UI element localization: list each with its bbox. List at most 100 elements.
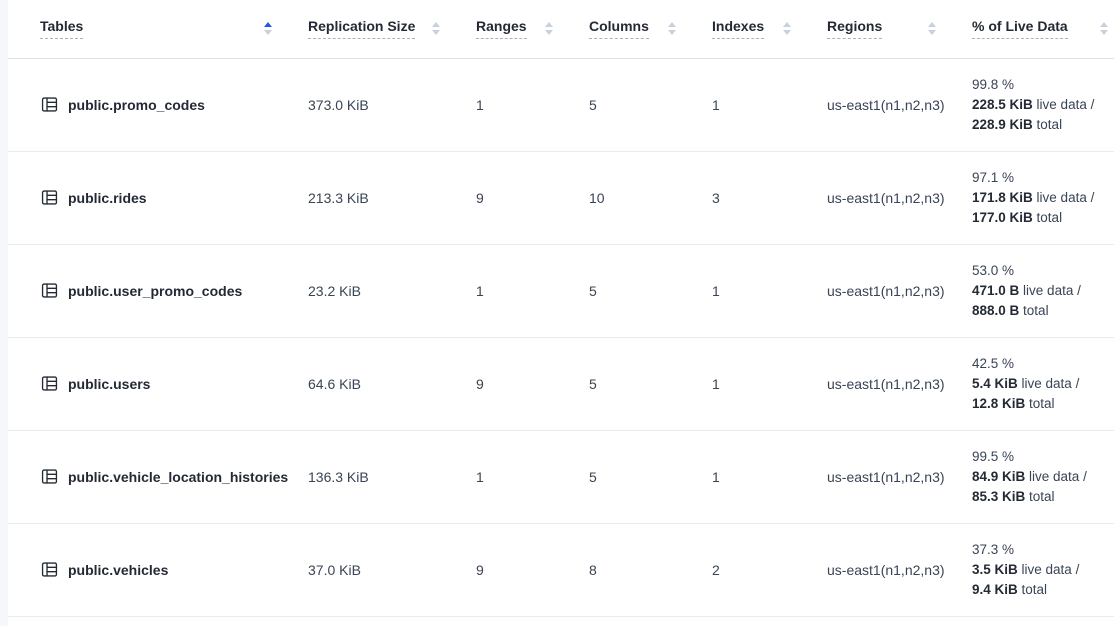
cell-ranges: 9 — [446, 337, 559, 431]
total-data-size: 85.3 KiB total — [972, 488, 1055, 504]
column-header-label: % of Live Data — [972, 18, 1068, 40]
cell-indexes: 1 — [682, 430, 797, 524]
table-icon — [40, 95, 59, 114]
cell-live-data: 99.5 % 84.9 KiB live data / 85.3 KiB tot… — [942, 430, 1114, 524]
cell-regions: us-east1(n1,n2,n3) — [797, 151, 945, 245]
cell-regions: us-east1(n1,n2,n3) — [797, 523, 945, 617]
cell-indexes: 2 — [682, 523, 797, 617]
table-row: public.promo_codes 373.0 KiB 1 5 1 us-ea… — [8, 58, 1114, 152]
table-icon — [40, 188, 59, 207]
total-data-size: 228.9 KiB total — [972, 116, 1063, 132]
cell-columns: 10 — [559, 151, 682, 245]
table-icon — [40, 560, 59, 579]
page-gutter — [0, 0, 8, 626]
cell-indexes: 1 — [682, 244, 797, 338]
live-data-percent: 97.1 % — [972, 169, 1015, 185]
cell-table-name: public.vehicle_location_histories — [8, 430, 288, 524]
live-data-percent: 99.5 % — [972, 448, 1015, 464]
table-row: public.rides 213.3 KiB 9 10 3 us-east1(n… — [8, 151, 1114, 245]
live-data-size: 171.8 KiB live data / — [972, 189, 1095, 205]
cell-table-name: public.promo_codes — [8, 58, 278, 152]
cell-columns: 5 — [559, 244, 682, 338]
cell-ranges: 9 — [446, 151, 559, 245]
tables-data-table: Tables Replication Size Ranges — [8, 0, 1114, 617]
cell-columns: 5 — [559, 337, 682, 431]
cell-columns: 5 — [559, 58, 682, 152]
total-data-size: 12.8 KiB total — [972, 395, 1055, 411]
column-header-label: Replication Size — [308, 18, 416, 40]
cell-live-data: 53.0 % 471.0 B live data / 888.0 B total — [942, 244, 1114, 338]
table-row: public.vehicles 37.0 KiB 9 8 2 us-east1(… — [8, 523, 1114, 617]
live-data-percent: 53.0 % — [972, 262, 1015, 278]
table-icon — [40, 281, 59, 300]
cell-live-data: 97.1 % 171.8 KiB live data / 177.0 KiB t… — [942, 151, 1114, 245]
cell-replication-size: 64.6 KiB — [278, 337, 446, 431]
column-header-label: Columns — [589, 18, 649, 40]
column-header-label: Tables — [40, 18, 84, 40]
cell-table-name: public.user_promo_codes — [8, 244, 278, 338]
cell-indexes: 1 — [682, 58, 797, 152]
cell-ranges: 1 — [446, 58, 559, 152]
cell-regions: us-east1(n1,n2,n3) — [797, 244, 945, 338]
cell-table-name: public.users — [8, 337, 278, 431]
table-header-row: Tables Replication Size Ranges — [8, 0, 1114, 59]
column-header-indexes[interactable]: Indexes — [682, 0, 797, 59]
column-header-columns[interactable]: Columns — [559, 0, 682, 59]
live-data-percent: 99.8 % — [972, 76, 1015, 92]
cell-regions: us-east1(n1,n2,n3) — [797, 58, 945, 152]
cell-table-name: public.rides — [8, 151, 278, 245]
live-data-size: 228.5 KiB live data / — [972, 96, 1095, 112]
column-header-replication-size[interactable]: Replication Size — [278, 0, 446, 59]
sort-icon — [1100, 22, 1108, 36]
column-header-label: Regions — [827, 18, 883, 40]
cell-replication-size: 23.2 KiB — [278, 244, 446, 338]
cell-ranges: 9 — [446, 523, 559, 617]
total-data-size: 9.4 KiB total — [972, 581, 1048, 597]
table-name-link[interactable]: public.user_promo_codes — [68, 282, 243, 299]
table-name-link[interactable]: public.rides — [68, 189, 147, 206]
column-header-tables[interactable]: Tables — [8, 0, 278, 59]
table-row: public.vehicle_location_histories 136.3 … — [8, 430, 1114, 524]
table-name-link[interactable]: public.vehicle_location_histories — [68, 468, 289, 485]
table-icon — [40, 374, 59, 393]
live-data-percent: 42.5 % — [972, 355, 1015, 371]
table-body: public.promo_codes 373.0 KiB 1 5 1 us-ea… — [8, 58, 1114, 617]
table-row: public.user_promo_codes 23.2 KiB 1 5 1 u… — [8, 244, 1114, 338]
total-data-size: 177.0 KiB total — [972, 209, 1063, 225]
total-data-size: 888.0 B total — [972, 302, 1049, 318]
table-name-link[interactable]: public.promo_codes — [68, 96, 205, 113]
cell-indexes: 1 — [682, 337, 797, 431]
tables-list: Tables Replication Size Ranges — [8, 0, 1114, 617]
cell-live-data: 37.3 % 3.5 KiB live data / 9.4 KiB total — [942, 523, 1114, 617]
live-data-size: 5.4 KiB live data / — [972, 375, 1080, 391]
live-data-size: 3.5 KiB live data / — [972, 561, 1080, 577]
column-header-regions[interactable]: Regions — [797, 0, 942, 59]
cell-regions: us-east1(n1,n2,n3) — [797, 337, 945, 431]
cell-columns: 8 — [559, 523, 682, 617]
table-icon — [40, 467, 59, 486]
column-header-label: Indexes — [712, 18, 765, 40]
cell-replication-size: 136.3 KiB — [278, 430, 446, 524]
table-name-link[interactable]: public.vehicles — [68, 561, 169, 578]
column-header-label: Ranges — [476, 18, 527, 40]
table-name-link[interactable]: public.users — [68, 375, 151, 392]
cell-replication-size: 37.0 KiB — [278, 523, 446, 617]
cell-replication-size: 373.0 KiB — [278, 58, 446, 152]
live-data-size: 84.9 KiB live data / — [972, 468, 1087, 484]
live-data-percent: 37.3 % — [972, 541, 1015, 557]
cell-ranges: 1 — [446, 244, 559, 338]
sort-icon — [545, 22, 553, 36]
sort-icon — [928, 22, 936, 36]
cell-ranges: 1 — [446, 430, 559, 524]
table-row: public.users 64.6 KiB 9 5 1 us-east1(n1,… — [8, 337, 1114, 431]
cell-table-name: public.vehicles — [8, 523, 278, 617]
cell-live-data: 99.8 % 228.5 KiB live data / 228.9 KiB t… — [942, 58, 1114, 152]
cell-replication-size: 213.3 KiB — [278, 151, 446, 245]
column-header-ranges[interactable]: Ranges — [446, 0, 559, 59]
sort-icon — [668, 22, 676, 36]
live-data-size: 471.0 B live data / — [972, 282, 1081, 298]
sort-icon — [783, 22, 791, 36]
sort-icon — [432, 22, 440, 36]
column-header-live-data[interactable]: % of Live Data — [942, 0, 1114, 59]
cell-live-data: 42.5 % 5.4 KiB live data / 12.8 KiB tota… — [942, 337, 1114, 431]
